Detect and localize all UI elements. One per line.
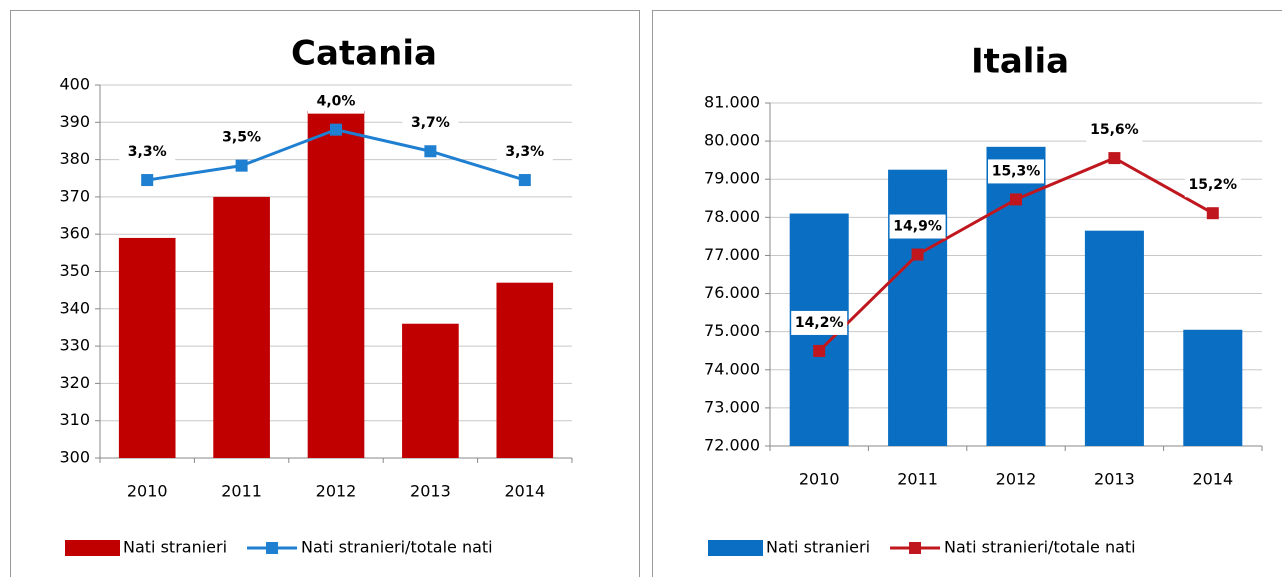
x-tick-label: 2011 xyxy=(221,482,262,501)
chart-title: Italia xyxy=(971,42,1069,82)
data-label: 4,0% xyxy=(317,94,356,110)
bar xyxy=(1183,329,1243,446)
bar xyxy=(213,196,270,458)
data-label: 3,7% xyxy=(411,115,450,131)
data-label-bg xyxy=(791,310,848,335)
x-tick-label: 2013 xyxy=(410,482,451,501)
chart-title: Catania xyxy=(291,34,437,74)
data-label-bg xyxy=(988,159,1044,184)
x-tick-label: 2012 xyxy=(996,470,1037,489)
data-label-bg xyxy=(213,125,270,150)
y-tick-label: 74.000 xyxy=(704,359,760,378)
x-tick-label: 2013 xyxy=(1094,470,1135,489)
x-tick-label: 2014 xyxy=(504,482,545,501)
legend-label: Nati stranieri xyxy=(123,538,227,557)
y-tick-label: 300 xyxy=(59,448,90,467)
x-tick-label: 2011 xyxy=(897,470,938,489)
y-tick-label: 380 xyxy=(59,149,90,168)
data-label-bg xyxy=(1184,173,1241,198)
y-tick-label: 360 xyxy=(59,224,90,243)
data-label-bg xyxy=(1086,118,1143,143)
y-tick-label: 77.000 xyxy=(704,245,760,264)
x-tick-label: 2010 xyxy=(799,470,840,489)
point xyxy=(1108,152,1121,165)
legend-swatch xyxy=(65,540,120,556)
point xyxy=(1010,193,1022,206)
bar xyxy=(307,111,365,459)
bar xyxy=(1084,230,1144,446)
data-label: 3,5% xyxy=(222,130,261,146)
y-tick-label: 79.000 xyxy=(704,169,760,188)
data-label-bg xyxy=(496,140,553,165)
y-tick-label: 320 xyxy=(59,373,90,392)
data-label: 3,3% xyxy=(505,144,544,160)
data-label-bg xyxy=(402,111,459,136)
data-label: 14,9% xyxy=(893,219,942,235)
y-tick-label: 81.000 xyxy=(704,93,760,112)
point xyxy=(518,174,531,187)
x-tick-label: 2010 xyxy=(127,482,168,501)
x-tick-label: 2012 xyxy=(316,482,357,501)
y-tick-label: 78.000 xyxy=(704,207,760,226)
data-label-bg xyxy=(889,214,946,239)
y-tick-label: 75.000 xyxy=(704,321,760,340)
data-label: 15,2% xyxy=(1189,177,1238,193)
y-tick-label: 80.000 xyxy=(704,131,760,150)
point xyxy=(141,174,154,187)
data-label: 14,2% xyxy=(795,315,844,331)
legend-marker xyxy=(909,542,922,554)
legend-label: Nati stranieri/totale nati xyxy=(301,538,493,557)
data-label: 3,3% xyxy=(128,144,167,160)
y-tick-label: 390 xyxy=(59,112,90,131)
legend-marker xyxy=(266,542,279,554)
bar xyxy=(888,169,948,446)
bar xyxy=(118,237,176,458)
point xyxy=(330,123,342,136)
legend-label: Nati stranieri/totale nati xyxy=(944,538,1136,557)
x-tick-label: 2014 xyxy=(1192,470,1233,489)
y-tick-label: 340 xyxy=(59,298,90,317)
point xyxy=(235,159,248,172)
point xyxy=(911,248,924,261)
legend-label: Nati stranieri xyxy=(766,538,870,557)
data-label: 15,3% xyxy=(992,163,1041,179)
point xyxy=(1206,207,1219,220)
data-label-bg xyxy=(119,140,176,165)
y-tick-label: 310 xyxy=(59,410,90,429)
y-tick-label: 370 xyxy=(59,186,90,205)
data-label-bg xyxy=(308,89,364,114)
bar xyxy=(496,282,554,458)
y-tick-label: 72.000 xyxy=(704,436,760,455)
data-label: 15,6% xyxy=(1090,122,1139,138)
y-tick-label: 73.000 xyxy=(704,397,760,416)
y-tick-label: 330 xyxy=(59,336,90,355)
legend-swatch xyxy=(708,540,763,556)
y-tick-label: 400 xyxy=(59,75,90,94)
point xyxy=(813,344,826,357)
bar xyxy=(402,323,459,458)
y-tick-label: 350 xyxy=(59,261,90,280)
point xyxy=(424,145,437,158)
y-tick-label: 76.000 xyxy=(704,283,760,302)
